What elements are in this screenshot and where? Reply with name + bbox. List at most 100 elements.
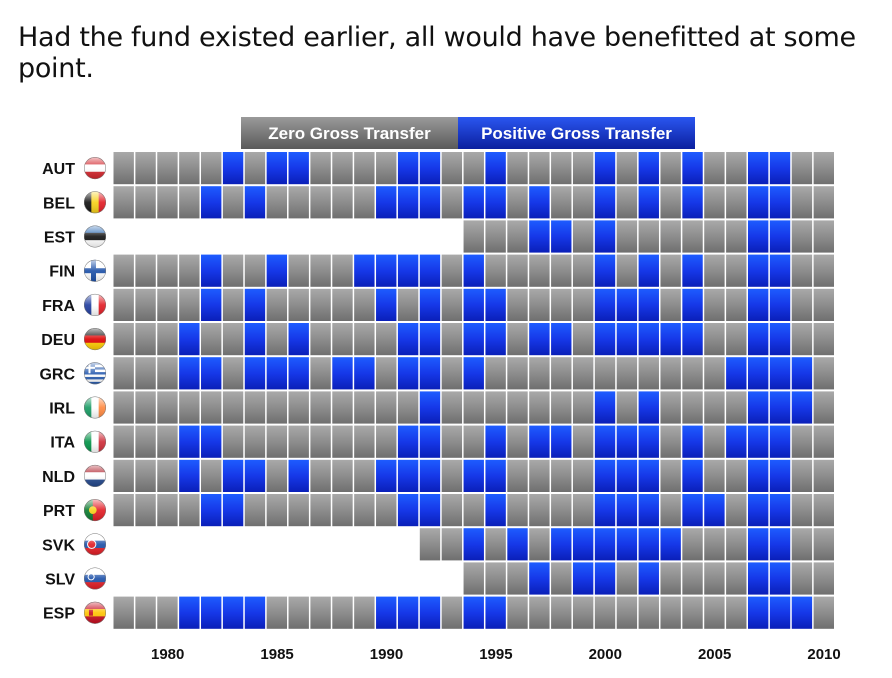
- cell-irl-2008: [769, 391, 791, 424]
- cell-deu-1996: [507, 323, 528, 356]
- cell-fin-2003: [660, 254, 681, 287]
- cell-bel-2005: [704, 186, 725, 219]
- row-label-fra: FRA: [42, 298, 75, 315]
- cell-prt-1980: [157, 494, 178, 527]
- cell-nld-1995: [485, 459, 506, 492]
- cell-fra-1994: [463, 288, 484, 321]
- cell-deu-1994: [463, 323, 484, 356]
- cell-fra-2004: [682, 288, 703, 321]
- cell-prt-1978: [113, 494, 134, 527]
- cell-bel-1993: [441, 186, 463, 219]
- cell-nld-2004: [682, 459, 703, 492]
- cell-fin-1994: [463, 254, 484, 287]
- cell-bel-1988: [332, 186, 353, 219]
- cell-prt-1997: [529, 494, 550, 527]
- cell-aut-1980: [157, 152, 178, 185]
- cell-grc-1981: [179, 357, 200, 390]
- cell-aut-1989: [354, 152, 375, 185]
- cell-bel-2002: [638, 186, 659, 219]
- cell-nld-2006: [726, 459, 747, 492]
- cell-fin-2007: [747, 254, 769, 287]
- cell-aut-2009: [791, 152, 813, 185]
- cell-nld-1981: [179, 459, 200, 492]
- cell-fin-1998: [551, 254, 572, 287]
- cell-esp-1997: [529, 596, 550, 629]
- cell-est-2006: [726, 220, 747, 253]
- cell-bel-2010: [813, 186, 834, 219]
- cell-deu-2008: [769, 323, 791, 356]
- ireland-flag-icon: [84, 396, 106, 419]
- cell-grc-1980: [157, 357, 178, 390]
- cell-ita-1983: [222, 425, 244, 458]
- cell-irl-1996: [507, 391, 528, 424]
- cell-deu-1979: [135, 323, 156, 356]
- cell-prt-2006: [726, 494, 747, 527]
- cell-fin-1993: [441, 254, 463, 287]
- cell-fin-1981: [179, 254, 200, 287]
- cell-deu-2002: [638, 323, 659, 356]
- cell-fra-2002: [638, 288, 659, 321]
- cell-aut-2010: [813, 152, 834, 185]
- cell-grc-2003: [660, 357, 681, 390]
- cell-irl-1998: [551, 391, 572, 424]
- cell-bel-2003: [660, 186, 681, 219]
- cell-aut-2000: [594, 152, 616, 185]
- cell-nld-1992: [419, 459, 441, 492]
- cell-esp-2007: [747, 596, 769, 629]
- cell-esp-2006: [726, 596, 747, 629]
- austria-flag-icon: [84, 157, 106, 180]
- cell-nld-2005: [704, 459, 725, 492]
- row-label-bel: BEL: [43, 195, 75, 212]
- cell-nld-2008: [769, 459, 791, 492]
- cell-est-2004: [682, 220, 703, 253]
- cell-ita-1986: [288, 425, 309, 458]
- france-flag-icon: [84, 293, 106, 316]
- cell-grc-1978: [113, 357, 134, 390]
- cell-ita-1994: [463, 425, 484, 458]
- cell-grc-1994: [463, 357, 484, 390]
- cell-grc-1996: [507, 357, 528, 390]
- cell-irl-2010: [813, 391, 834, 424]
- cell-prt-2004: [682, 494, 703, 527]
- cell-irl-1992: [419, 391, 441, 424]
- cell-est-1998: [551, 220, 572, 253]
- cell-bel-1999: [572, 186, 594, 219]
- cell-esp-1990: [376, 596, 397, 629]
- cell-bel-1984: [244, 186, 266, 219]
- cell-deu-1987: [310, 323, 331, 356]
- cell-nld-1997: [529, 459, 550, 492]
- cell-fra-1978: [113, 288, 134, 321]
- cell-bel-1992: [419, 186, 441, 219]
- cell-nld-1999: [572, 459, 594, 492]
- cell-deu-2005: [704, 323, 725, 356]
- cell-esp-1984: [244, 596, 266, 629]
- cell-ita-1982: [201, 425, 222, 458]
- cell-aut-1986: [288, 152, 309, 185]
- cell-fra-1991: [397, 288, 419, 321]
- cell-nld-1979: [135, 459, 156, 492]
- cell-grc-1998: [551, 357, 572, 390]
- cell-aut-1979: [135, 152, 156, 185]
- cell-grc-2001: [616, 357, 638, 390]
- cell-ita-1985: [266, 425, 288, 458]
- cell-esp-1980: [157, 596, 178, 629]
- cell-fin-2005: [704, 254, 725, 287]
- cell-irl-2004: [682, 391, 703, 424]
- cell-est-1999: [572, 220, 594, 253]
- cell-irl-1993: [441, 391, 463, 424]
- cell-svk-2008: [769, 528, 791, 561]
- cell-slv-1994: [463, 562, 484, 595]
- cell-bel-2004: [682, 186, 703, 219]
- x-tick-1995: 1995: [479, 646, 512, 663]
- cell-irl-2009: [791, 391, 813, 424]
- cell-slv-1999: [572, 562, 594, 595]
- cell-esp-1991: [397, 596, 419, 629]
- cell-aut-1990: [376, 152, 397, 185]
- cell-esp-1989: [354, 596, 375, 629]
- cell-prt-1989: [354, 494, 375, 527]
- cell-esp-2008: [769, 596, 791, 629]
- cell-esp-1994: [463, 596, 484, 629]
- cell-nld-1986: [288, 459, 309, 492]
- cell-irl-2005: [704, 391, 725, 424]
- cell-grc-2008: [769, 357, 791, 390]
